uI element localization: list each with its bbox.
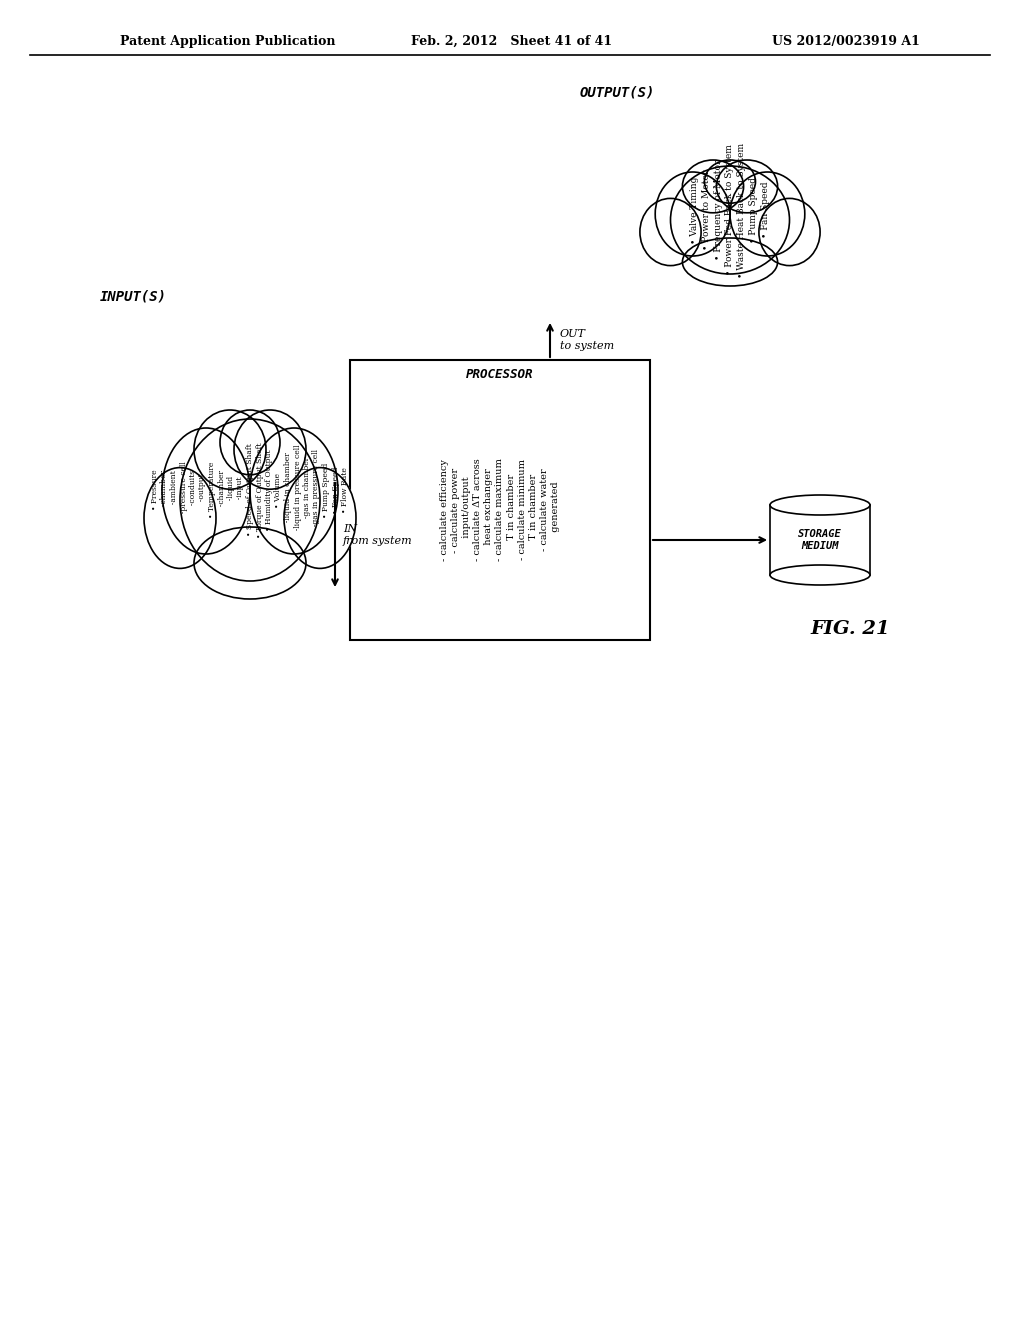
- Ellipse shape: [671, 166, 790, 275]
- Ellipse shape: [770, 495, 870, 515]
- Text: OUTPUT(S): OUTPUT(S): [580, 84, 655, 99]
- Ellipse shape: [770, 565, 870, 585]
- Text: US 2012/0023919 A1: US 2012/0023919 A1: [772, 36, 920, 48]
- Ellipse shape: [759, 198, 820, 265]
- Text: Feb. 2, 2012   Sheet 41 of 41: Feb. 2, 2012 Sheet 41 of 41: [412, 36, 612, 48]
- Ellipse shape: [250, 428, 338, 554]
- Ellipse shape: [705, 160, 756, 203]
- Text: FIG. 21: FIG. 21: [810, 620, 890, 638]
- Ellipse shape: [194, 527, 306, 599]
- Bar: [770, 506, 870, 576]
- Ellipse shape: [162, 428, 250, 554]
- Text: IN
from system: IN from system: [343, 524, 413, 545]
- Ellipse shape: [180, 418, 319, 581]
- Ellipse shape: [730, 172, 805, 256]
- Ellipse shape: [640, 198, 701, 265]
- Text: • Valve Timing
• Power to Motor
• Frequency of Motor
• Power Fed Back to System
: • Valve Timing • Power to Motor • Freque…: [690, 143, 770, 277]
- Text: - calculate efficiency
- calculate power
  input/output
- calculate ΔT across
  : - calculate efficiency - calculate power…: [440, 458, 560, 561]
- FancyBboxPatch shape: [350, 360, 650, 640]
- Ellipse shape: [144, 467, 216, 569]
- Ellipse shape: [234, 411, 306, 490]
- Text: STORAGE
MEDIUM: STORAGE MEDIUM: [798, 529, 842, 552]
- Ellipse shape: [655, 172, 730, 256]
- Ellipse shape: [682, 160, 743, 213]
- Text: Patent Application Publication: Patent Application Publication: [120, 36, 336, 48]
- Ellipse shape: [284, 467, 356, 569]
- Text: INPUT(S): INPUT(S): [100, 290, 167, 304]
- Ellipse shape: [717, 160, 777, 213]
- Ellipse shape: [220, 411, 280, 475]
- Ellipse shape: [194, 411, 266, 490]
- Text: • Pressure
  -chamber
  -ambient
  -pressure cell
  -conduits
  -output
• Temper: • Pressure -chamber -ambient -pressure c…: [151, 442, 349, 537]
- Ellipse shape: [682, 238, 777, 286]
- Text: OUT
to system: OUT to system: [560, 329, 614, 351]
- Text: PROCESSOR: PROCESSOR: [466, 368, 534, 381]
